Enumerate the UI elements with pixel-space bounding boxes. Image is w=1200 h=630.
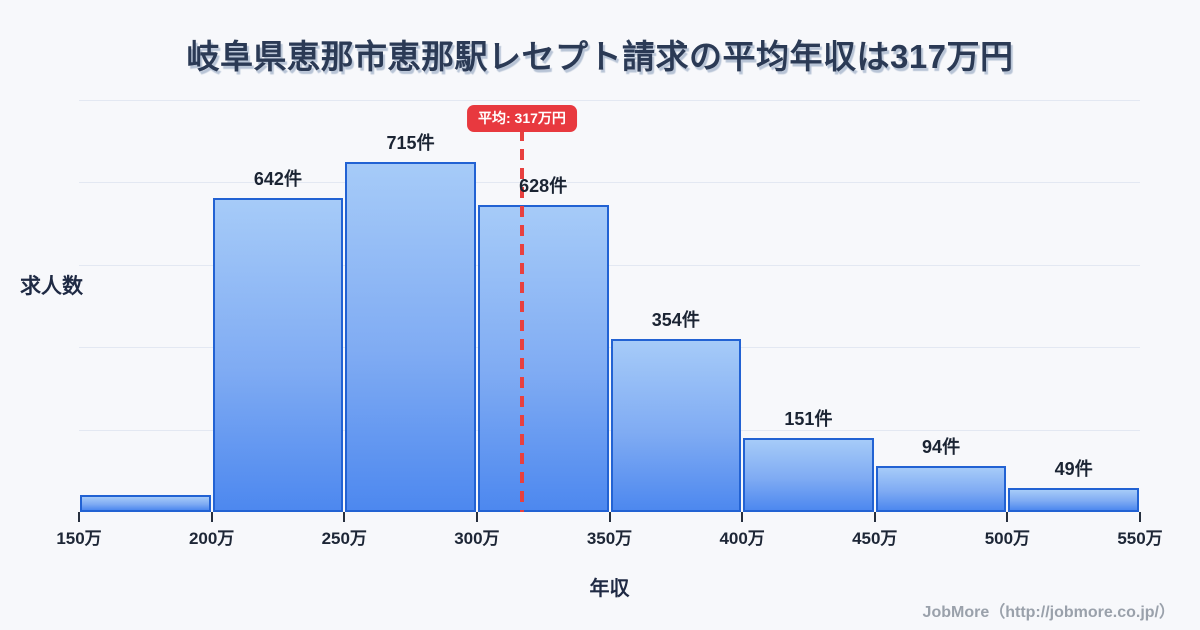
x-axis-tick [608,512,611,522]
histogram-bar [80,495,211,512]
x-axis-tick [343,512,346,522]
x-tick-label: 350万 [586,529,633,548]
x-tick-label: 400万 [719,529,765,548]
histogram-bar [477,205,609,512]
gridline [79,429,1140,431]
x-axis-tick [873,512,876,522]
x-axis-tick [1139,512,1141,522]
x-axis-tick [78,512,80,522]
x-tick-label: 200万 [188,529,235,548]
x-axis-tick [210,512,213,522]
gridline [79,264,1140,266]
x-tick-label: 300万 [454,529,500,548]
bar-value-label: 628件 [519,176,568,196]
gridline [79,182,1140,184]
gridline [79,100,1140,101]
mean-annotation-badge: 平均: 317万円 [466,105,577,132]
histogram-bar [212,198,344,512]
page-title: 岐阜県恵那市恵那駅レセプト請求の平均年収は317万円 [186,38,1014,75]
mean-line [519,130,524,512]
bar-value-label: 49件 [1054,459,1093,479]
histogram-bar [345,162,476,512]
histogram-plot-area: 平均: 317万円 642件 715件 628件 354件 151件 94件 49件 150万… [56,100,1163,548]
histogram-bar [875,466,1007,512]
gridline [79,347,1140,349]
bar-value-label: 94件 [922,437,961,457]
x-tick-label: 450万 [852,529,898,548]
x-tick-label: 250万 [321,529,367,548]
histogram-bar [610,339,742,512]
x-axis-tick [741,512,744,522]
x-tick-label: 550万 [1117,529,1163,548]
footer-credit: JobMore（http://jobmore.co.jp/） [922,604,1175,621]
bar-value-label: 715件 [386,133,435,153]
y-axis-label: 求人数 [20,275,83,298]
x-tick-label: 500万 [984,529,1031,548]
bar-value-label: 354件 [651,310,700,330]
x-tick-label: 150万 [56,529,102,548]
bar-value-label: 642件 [253,169,302,189]
bar-value-label: 151件 [784,409,833,429]
histogram-bar [743,438,874,512]
x-axis-tick [1006,512,1009,522]
x-axis-label: 年収 [589,578,630,600]
histogram-bar [1008,488,1139,512]
x-axis-tick [475,512,478,522]
